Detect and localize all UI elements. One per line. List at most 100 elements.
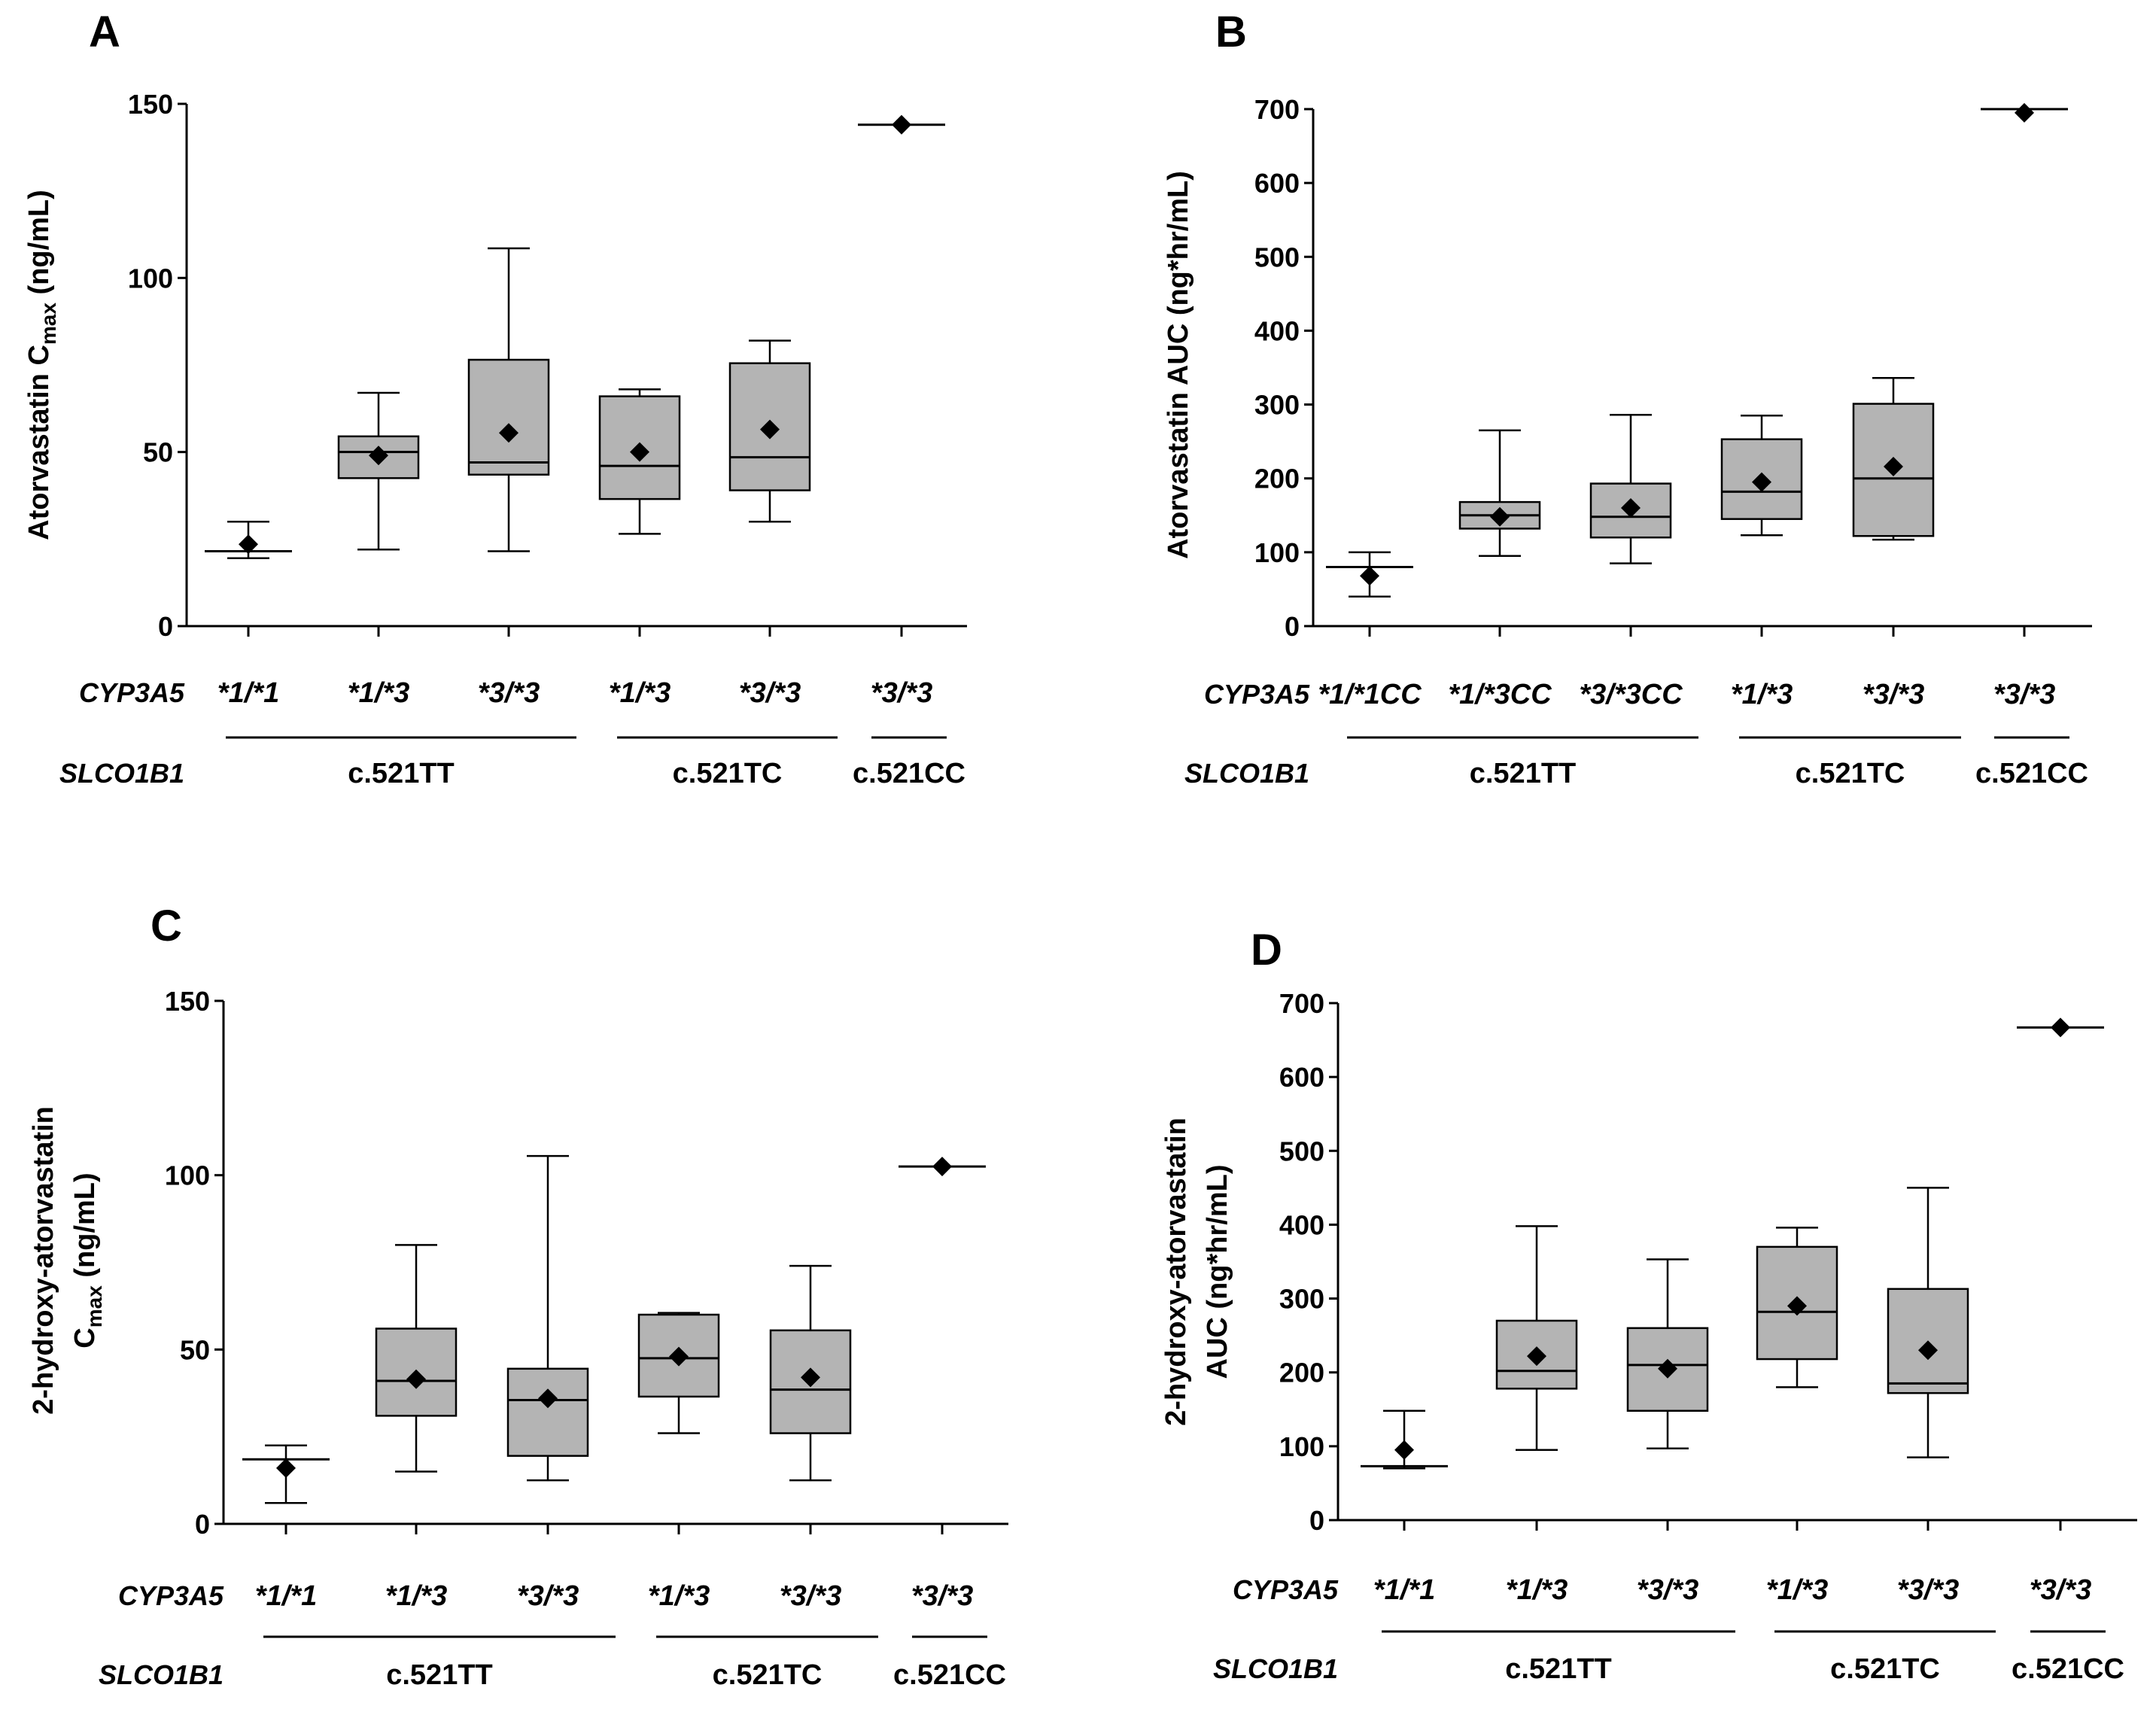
category-label: *1/*1: [217, 677, 279, 709]
y-tick-label: 100: [1279, 1431, 1324, 1462]
y-axis-label: 2-hydroxy-atorvastatin: [1160, 1118, 1192, 1426]
mean-marker: [538, 1388, 558, 1409]
group-label: c.521TT: [1505, 1653, 1612, 1685]
box-1: [205, 520, 292, 560]
y-tick-label: 700: [1254, 94, 1300, 125]
mean-marker: [276, 1458, 296, 1478]
mean-marker: [1787, 1296, 1807, 1316]
y-tick-label: 0: [1309, 1505, 1324, 1536]
y-label-main: Atorvastatin C: [23, 345, 55, 540]
mean-marker: [932, 1157, 952, 1177]
box-2: [1458, 429, 1541, 558]
y-tick-label: 50: [143, 437, 173, 468]
y-tick-label: 300: [1279, 1284, 1324, 1315]
mean-marker: [669, 1346, 689, 1367]
box-3: [506, 1154, 589, 1482]
group-label: c.521TC: [673, 758, 783, 789]
group-label: c.521TT: [1470, 758, 1577, 789]
mean-marker: [2015, 102, 2034, 123]
box-5: [1887, 1187, 1969, 1458]
y-tick-label: 400: [1279, 1209, 1324, 1240]
y-label-main: AUC (ng*hr/mL): [1202, 1165, 1233, 1379]
box-2: [1495, 1225, 1578, 1452]
y-axis-label-line2: Cmax (ng/mL): [69, 1172, 106, 1348]
box-3: [1626, 1258, 1709, 1450]
box-3: [1589, 414, 1672, 564]
box-4: [637, 1312, 720, 1434]
box-3: [467, 247, 550, 552]
box-1: [242, 1444, 330, 1504]
y-tick-label: 50: [180, 1334, 210, 1365]
category-label: *3/*3: [517, 1580, 579, 1612]
category-label: *1/*1CC: [1318, 679, 1422, 710]
box-1: [1361, 1409, 1448, 1470]
mean-marker: [1360, 566, 1379, 586]
group-label: c.521TC: [1830, 1653, 1940, 1685]
y-tick-label: 100: [1254, 537, 1300, 568]
category-label: *1/*3: [1731, 679, 1793, 710]
category-label: *1/*3: [348, 677, 409, 709]
iqr-box: [337, 435, 420, 479]
category-label: *1/*3: [1766, 1574, 1828, 1606]
category-label: *3/*3: [478, 677, 540, 709]
y-tick-label: 700: [1279, 988, 1324, 1019]
box-5: [769, 1264, 852, 1482]
y-axis-label: 2-hydroxy-atorvastatin: [28, 1106, 59, 1415]
slco1b1-row-label: SLCO1B1: [1184, 758, 1309, 789]
group-label: c.521TC: [1796, 758, 1905, 789]
group-label: c.521CC: [853, 758, 965, 789]
mean-marker: [406, 1369, 426, 1389]
y-axis-label: Atorvastatin Cmax (ng/mL): [23, 190, 60, 540]
box-5: [1852, 376, 1935, 541]
y-label-main: Atorvastatin AUC (ng*hr/mL): [1163, 171, 1194, 559]
y-tick-label: 100: [165, 1160, 210, 1191]
panel-letter: A: [89, 8, 120, 56]
y-label-units: (ng/mL): [23, 190, 55, 303]
box-4: [598, 388, 681, 535]
category-label: *1/*3: [1506, 1574, 1568, 1606]
y-tick-label: 0: [1285, 611, 1300, 642]
y-tick-label: 500: [1279, 1136, 1324, 1166]
group-label: c.521TT: [386, 1659, 493, 1691]
y-label-subscript: max: [37, 303, 60, 345]
category-label: *1/*1: [1373, 1574, 1435, 1606]
category-label: *3/*3: [2030, 1574, 2091, 1606]
y-axis-label: Atorvastatin AUC (ng*hr/mL): [1163, 171, 1194, 559]
category-label: *3/*3: [911, 1580, 973, 1612]
mean-marker: [630, 442, 649, 462]
y-tick-label: 200: [1279, 1358, 1324, 1388]
y-tick-label: 200: [1254, 464, 1300, 494]
mean-marker: [1394, 1440, 1414, 1460]
category-label: *3/*3: [1897, 1574, 1959, 1606]
mean-marker: [1658, 1358, 1677, 1379]
y-tick-label: 0: [158, 611, 173, 642]
group-label: c.521CC: [893, 1659, 1006, 1691]
y-label-units: (ng/mL): [69, 1172, 101, 1285]
panel-b: B 0 100 200 300 400 500 600 700 Atorvastatin AUC …: [1163, 8, 2092, 789]
y-tick-label: 600: [1254, 168, 1300, 199]
panel-c: C 0 50 100 150 2-hydroxy-atorvastatin Cmax (ng…: [28, 902, 1008, 1691]
category-label: *3/*3: [780, 1580, 841, 1612]
mean-marker: [1527, 1346, 1546, 1367]
panel-letter: D: [1251, 926, 1282, 975]
mean-marker: [892, 114, 911, 135]
category-label: *3/*3: [1993, 679, 2055, 710]
mean-marker: [239, 534, 258, 555]
y-axis-label-line2: AUC (ng*hr/mL): [1202, 1165, 1233, 1379]
mean-marker: [1621, 497, 1641, 518]
iqr-box: [467, 358, 550, 476]
mean-marker: [499, 423, 518, 443]
slco1b1-row-label: SLCO1B1: [1213, 1653, 1338, 1684]
group-label: c.521TT: [348, 758, 455, 789]
slco1b1-row-label: SLCO1B1: [59, 758, 184, 789]
y-tick-label: 400: [1254, 315, 1300, 346]
box-6: [899, 1157, 986, 1177]
box-5: [728, 339, 811, 523]
category-label: *1/*3CC: [1448, 679, 1552, 710]
mean-marker: [1918, 1340, 1938, 1361]
mean-marker: [369, 445, 388, 466]
y-tick-label: 600: [1279, 1062, 1324, 1093]
y-label-subscript: max: [83, 1285, 106, 1327]
box-6: [1981, 102, 2068, 123]
